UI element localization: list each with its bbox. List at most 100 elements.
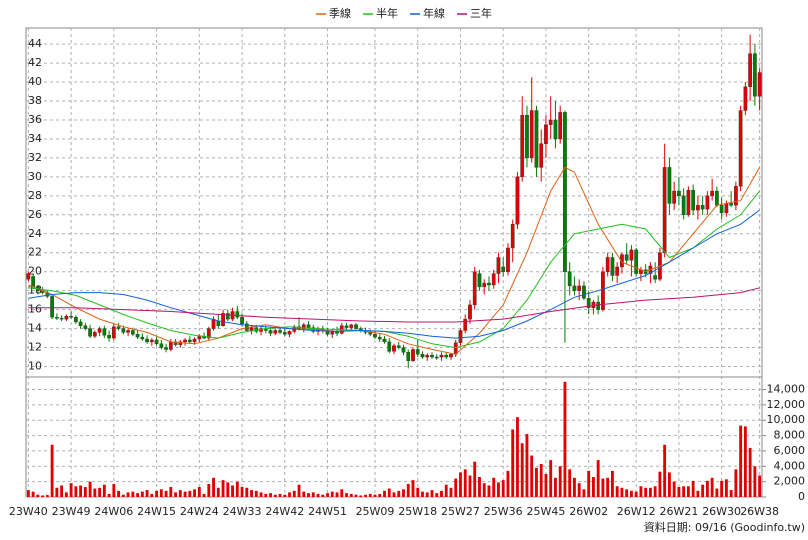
volume-bar (221, 480, 225, 497)
volume-bar (316, 493, 320, 497)
volume-bar (421, 491, 424, 497)
volume-bar (501, 480, 505, 497)
volume-bar (126, 492, 130, 497)
volume-bar (701, 484, 705, 497)
volume-bar (45, 495, 49, 497)
volume-bar (117, 490, 121, 497)
candle-body (548, 119, 553, 125)
candle-body (591, 301, 596, 308)
volume-bar (506, 470, 510, 497)
candle-body (59, 317, 64, 320)
candle-body (553, 119, 558, 140)
volume-bar (753, 466, 757, 497)
candle-body (677, 190, 681, 197)
candle-body (330, 331, 335, 335)
candle-body (491, 273, 496, 286)
candle-body (468, 304, 472, 320)
volume-bar (425, 492, 429, 497)
volume-bar (663, 444, 667, 497)
ma-line (28, 190, 760, 349)
x-tick-label: 26W12 (617, 505, 656, 518)
candle-body (192, 338, 197, 343)
volume-bar (169, 487, 173, 497)
volume-bar (174, 492, 177, 497)
volume-bar (235, 481, 239, 497)
volume-bar (611, 470, 614, 497)
candle-body (64, 316, 69, 320)
x-tick-label: 23W49 (52, 505, 91, 518)
volume-bar (402, 489, 405, 497)
volume-bar (250, 490, 253, 497)
volume-bar (606, 477, 610, 497)
volume-bar (696, 490, 700, 497)
candle-body (406, 352, 411, 362)
candle-body (734, 186, 738, 206)
candle-body (55, 317, 59, 319)
candle-body (102, 328, 107, 336)
volume-bar (473, 461, 477, 497)
candle-body (757, 72, 762, 97)
volume-bar (31, 491, 35, 497)
volume-bar (435, 493, 439, 497)
candle-body (73, 317, 78, 323)
volume-bar (734, 469, 738, 497)
candle-body (26, 273, 31, 280)
volume-bar (311, 492, 315, 497)
x-tick-label: 26W30 (702, 505, 741, 518)
x-tick-label: 23W40 (9, 505, 48, 518)
volume-tick-label: 2,000 (774, 475, 806, 488)
candle-body (691, 189, 696, 211)
y-tick-label: 10 (28, 360, 42, 373)
volume-bar (478, 477, 481, 497)
volume-bar (387, 488, 391, 497)
volume-bar (368, 493, 372, 497)
candle-body (392, 345, 396, 352)
y-tick-label: 34 (28, 132, 42, 145)
volume-bar (558, 466, 562, 497)
volume-bar (197, 487, 201, 497)
volume-bar (254, 490, 258, 497)
legend-label: 三年 (470, 6, 492, 20)
volume-bar (705, 480, 709, 497)
candle-body (544, 124, 548, 144)
plot-frame (25, 27, 763, 498)
candle-body (373, 334, 377, 338)
volume-bar (354, 494, 358, 497)
volume-bar (587, 470, 591, 497)
volume-bar (758, 475, 762, 497)
volume-bar (563, 381, 567, 497)
legend-label: 季線 (329, 6, 351, 20)
candle-body (458, 330, 463, 344)
y-tick-label: 44 (28, 37, 42, 50)
candle-body (206, 328, 211, 339)
volume-bar (264, 493, 268, 497)
candle-body (501, 266, 506, 272)
volume-bar (672, 481, 676, 497)
candle-body (354, 324, 358, 329)
volume-bar (349, 493, 353, 497)
candle-body (382, 338, 387, 343)
candle-body (615, 266, 620, 276)
candle-body (216, 320, 221, 326)
y-tick-label: 22 (28, 246, 42, 259)
volume-bar (710, 477, 714, 497)
candle-body (577, 285, 582, 291)
candle-body (396, 345, 401, 348)
y-tick-label: 26 (28, 208, 42, 221)
volume-bar (639, 486, 643, 497)
candle-body (50, 296, 54, 318)
x-tick-label: 24W33 (223, 505, 262, 518)
candle-body (306, 324, 311, 328)
candle-body (729, 203, 733, 206)
candle-body (97, 328, 102, 333)
volume-bar (644, 487, 648, 497)
y-tick-label: 28 (28, 189, 42, 202)
x-tick-label: 26W02 (569, 505, 608, 518)
candle-body (168, 341, 173, 350)
candle-body (724, 203, 729, 214)
footer: 資料日期: 09/16 (Goodinfo.tw) (644, 520, 805, 534)
x-tick-label: 25W45 (527, 505, 566, 518)
volume-bar (535, 467, 538, 497)
volume-bar (682, 486, 686, 497)
volume-tick-label: 8,000 (774, 429, 806, 442)
